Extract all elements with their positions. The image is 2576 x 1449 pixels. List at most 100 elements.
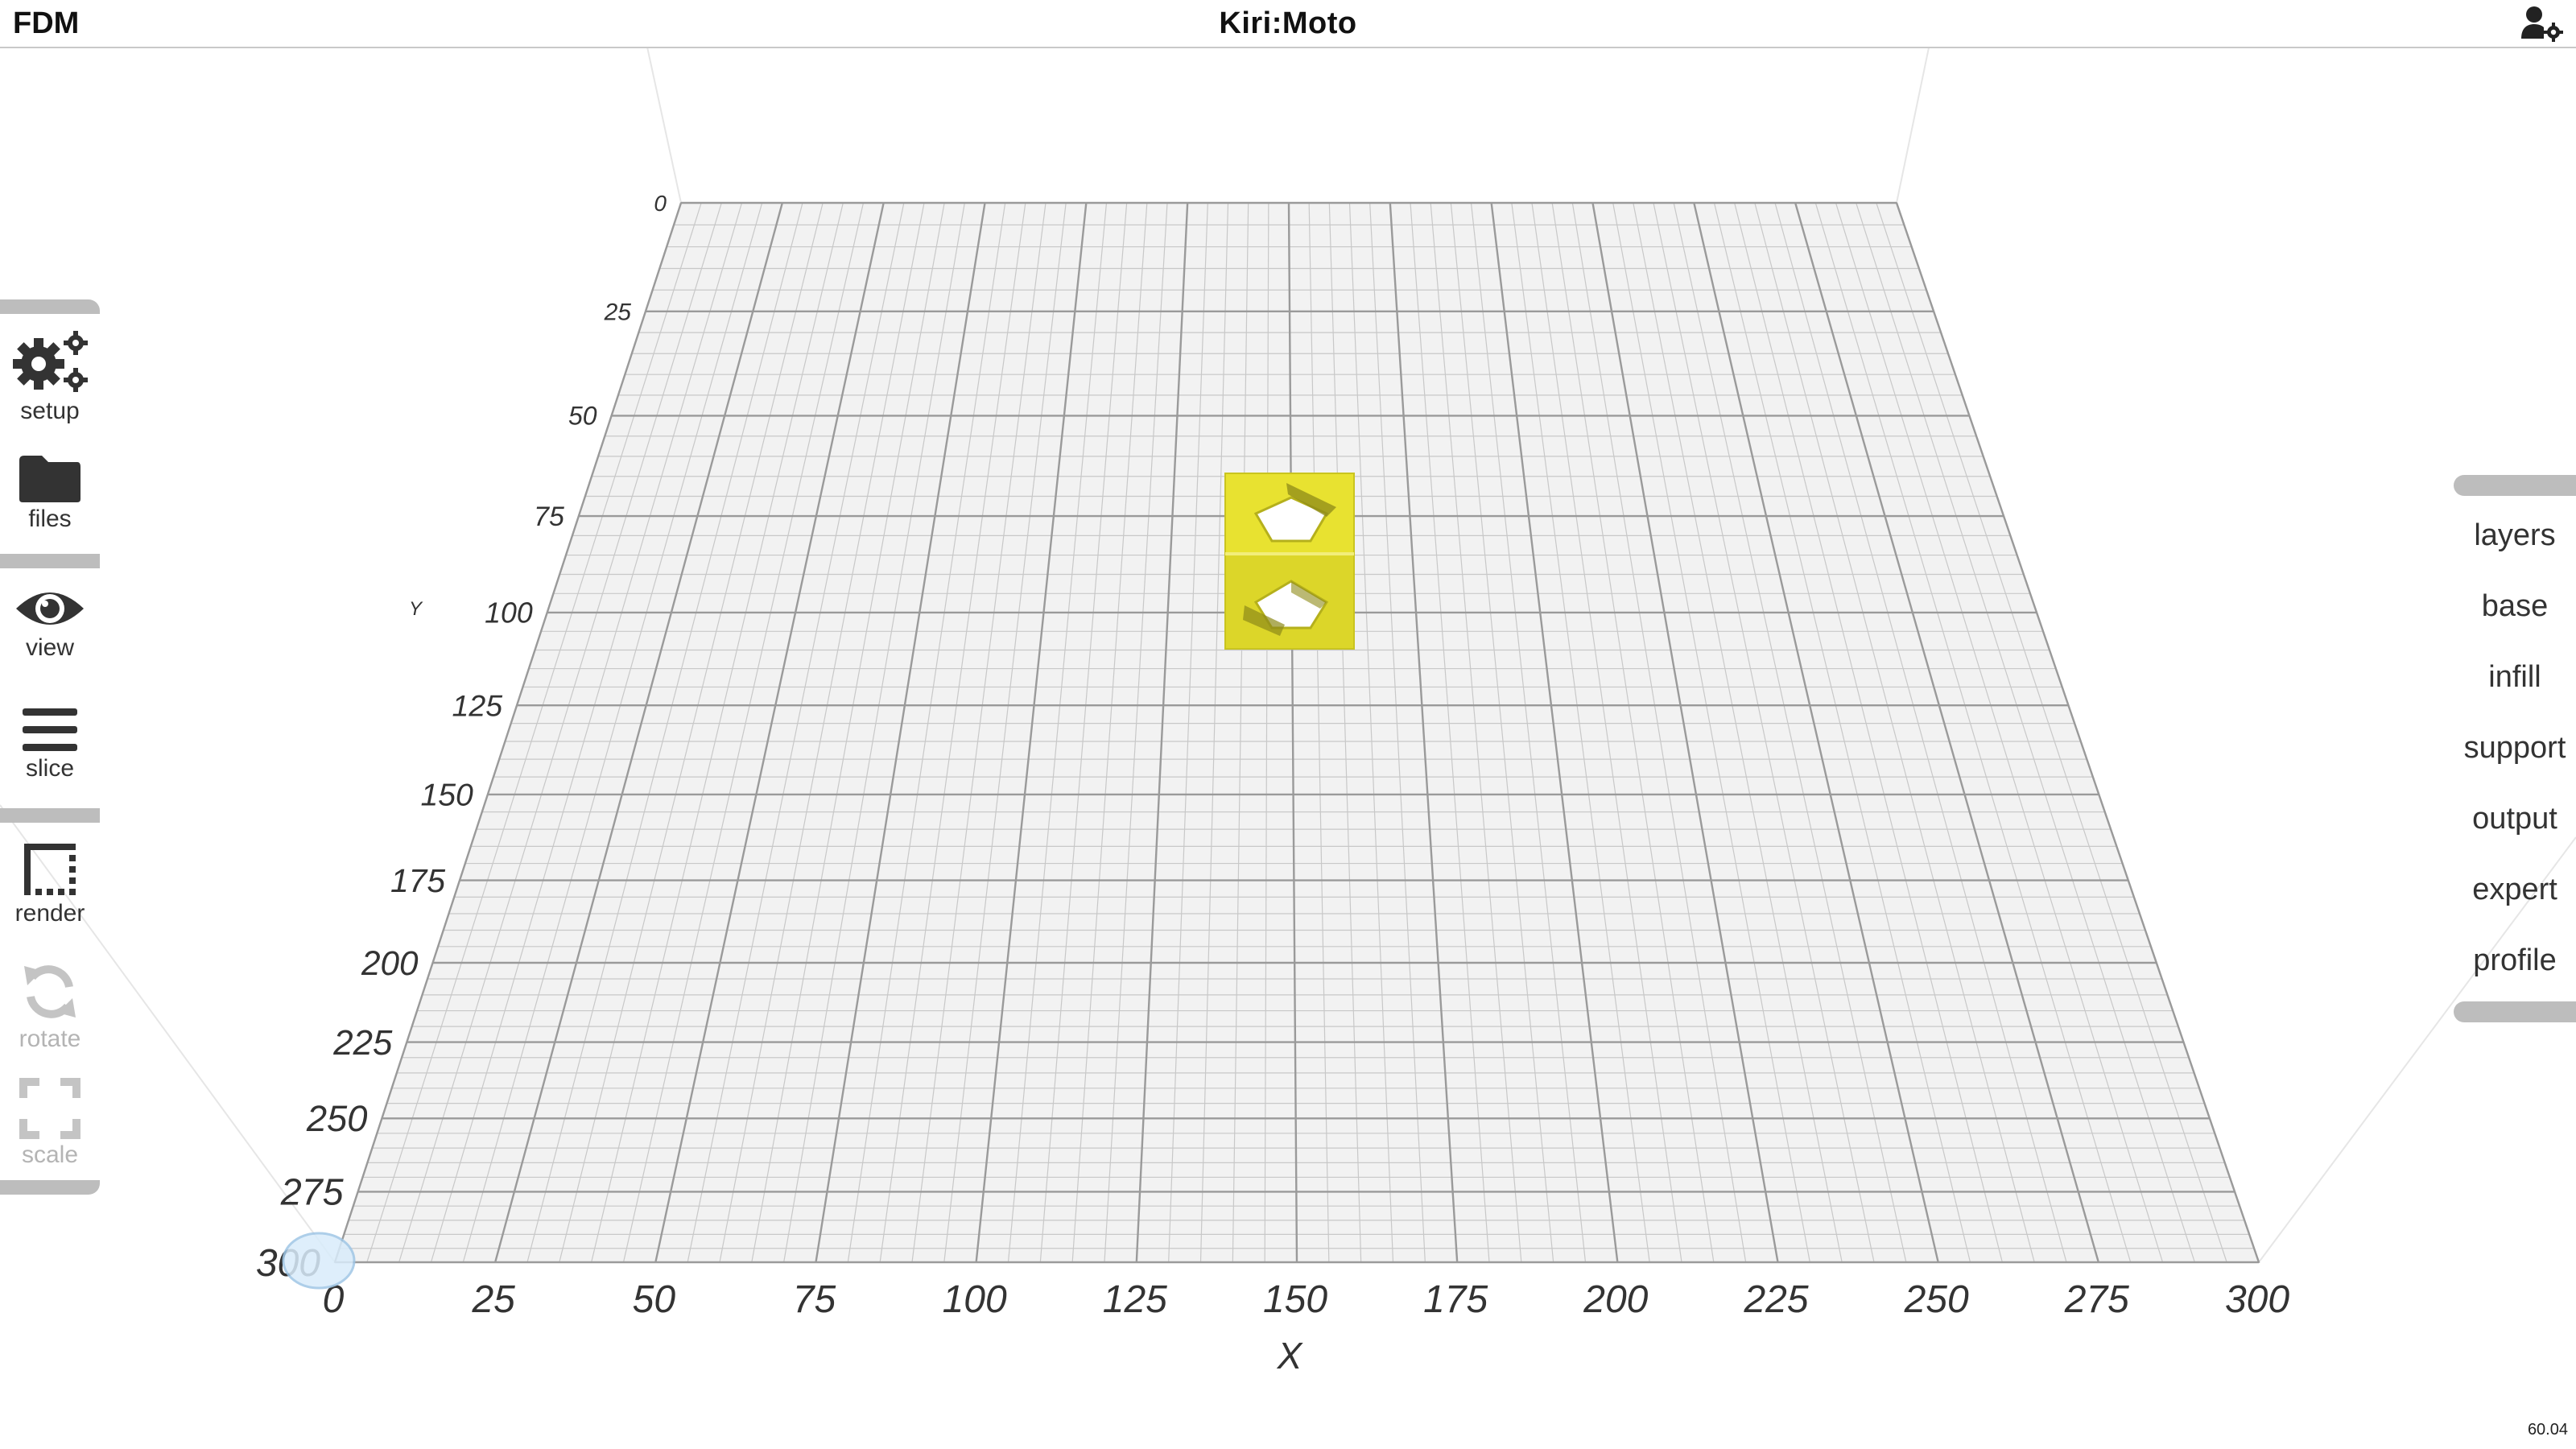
tool-label: slice — [25, 755, 74, 782]
x-tick-label: 150 — [1263, 1278, 1327, 1321]
x-tick-label: 25 — [471, 1278, 515, 1321]
y-tick-label: 275 — [280, 1171, 345, 1213]
y-tick-label: 0 — [654, 191, 667, 216]
x-axis-ticks: 0 25 50 75 100 125 150 175 200 225 250 275 300 — [323, 1278, 2290, 1321]
setup-button[interactable]: setup — [0, 328, 100, 425]
grid-major-x-line — [975, 202, 1088, 1263]
menu-item-layers[interactable]: layers — [2474, 518, 2556, 552]
grid-minor-x-line — [1007, 202, 1108, 1263]
grid-minor-x-line — [1633, 202, 1843, 1263]
grid-minor-x-line — [1348, 202, 1394, 1263]
grid-major-x-line — [1895, 202, 2260, 1263]
grid-major-x-line — [1490, 202, 1619, 1263]
y-tick-label: 150 — [420, 778, 473, 813]
grid-minor-x-line — [1531, 202, 1682, 1263]
grid-major-x-line — [1135, 202, 1189, 1263]
menu-item-base[interactable]: base — [2481, 589, 2549, 623]
account-button[interactable] — [2520, 5, 2565, 42]
grid-minor-x-line — [559, 202, 824, 1263]
gears-icon — [13, 331, 88, 392]
y-tick-label: 75 — [534, 502, 564, 532]
grid-minor-x-line — [1470, 202, 1587, 1263]
menu-item-support[interactable]: support — [2463, 731, 2566, 765]
menu-item-infill[interactable]: infill — [2488, 660, 2541, 694]
grid-major-x-line — [1693, 202, 1939, 1263]
menu-item-profile[interactable]: profile — [2473, 943, 2557, 977]
grid-minor-x-line — [1551, 202, 1715, 1263]
workspace-perspective-lines — [0, 31, 2576, 1263]
grid-minor-x-line — [1168, 202, 1208, 1263]
top-bar: FDM Kiri:Moto — [0, 0, 2576, 48]
grid-minor-x-line — [1856, 202, 2195, 1263]
view-button[interactable]: view — [0, 584, 100, 662]
grid-minor-x-line — [526, 202, 803, 1263]
right-settings-menu: layers base infill support output expert… — [2454, 475, 2576, 1022]
grid-minor-x-line — [943, 202, 1067, 1263]
x-tick-label: 75 — [793, 1278, 836, 1321]
toolbar-group-cap — [0, 299, 100, 314]
grid-minor-x-line — [751, 202, 945, 1263]
tool-label: render — [14, 900, 85, 927]
y-tick-label: 200 — [361, 944, 419, 982]
x-tick-label: 50 — [633, 1278, 676, 1321]
model-cube[interactable] — [1224, 473, 1355, 650]
render-button[interactable]: render — [0, 840, 100, 927]
y-tick-label: 125 — [452, 688, 502, 722]
grid-minor-x-line — [622, 202, 865, 1263]
grid-minor-x-line — [1264, 202, 1269, 1263]
x-tick-label: 300 — [2225, 1278, 2289, 1321]
grid-minor-x-line — [1734, 202, 2003, 1263]
dotted-square-icon — [24, 844, 76, 895]
grid-minor-x-line — [398, 202, 722, 1263]
scale-button[interactable]: scale — [0, 1077, 100, 1169]
toolbar-group-divider — [0, 808, 100, 823]
tool-label: setup — [20, 398, 80, 424]
model-cutout-upper — [1253, 496, 1329, 543]
x-tick-label: 225 — [1743, 1278, 1808, 1321]
rotate-button[interactable]: rotate — [0, 960, 100, 1053]
tool-label: rotate — [19, 1026, 81, 1052]
grid-minor-x-line — [1754, 202, 2035, 1263]
grid-minor-x-line — [1876, 202, 2227, 1263]
grid-minor-x-line — [719, 202, 925, 1263]
slice-button[interactable]: slice — [0, 705, 100, 782]
fps-readout: 60.04 — [2527, 1421, 2568, 1439]
grid-major-x-line — [1591, 202, 1779, 1263]
y-axis-label: Y — [409, 598, 423, 620]
app-title: Kiri:Moto — [1219, 6, 1357, 40]
eye-icon — [16, 592, 84, 625]
y-tick-label: 175 — [390, 862, 445, 899]
grid-major-x-line — [1287, 202, 1298, 1263]
grid-minor-x-line — [1511, 202, 1650, 1263]
y-tick-label: 225 — [332, 1023, 393, 1063]
user-gear-icon — [2521, 6, 2563, 42]
x-tick-label: 275 — [2064, 1278, 2129, 1321]
rotate-icon — [24, 965, 76, 1018]
grid-minor-x-line — [1199, 202, 1229, 1263]
x-tick-label: 100 — [943, 1278, 1007, 1321]
x-tick-label: 250 — [1904, 1278, 1969, 1321]
menu-cap — [2454, 1001, 2576, 1022]
tool-label: files — [28, 506, 72, 532]
files-button[interactable]: files — [0, 452, 100, 533]
tool-label: scale — [21, 1141, 79, 1168]
y-tick-label: 50 — [568, 402, 597, 431]
grid-major-x-line — [333, 202, 683, 1263]
grid-major-lines — [333, 201, 2260, 1264]
menu-item-expert[interactable]: expert — [2472, 873, 2557, 906]
x-axis-label: X — [1277, 1335, 1304, 1377]
toolbar-group-divider — [0, 554, 100, 568]
menu-item-output[interactable]: output — [2472, 802, 2557, 836]
folder-icon — [19, 456, 80, 502]
origin-marker — [282, 1232, 356, 1290]
mode-label[interactable]: FDM — [13, 6, 80, 40]
grid-minor-x-line — [1653, 202, 1875, 1263]
grid-minor-x-line — [911, 202, 1046, 1263]
grid-minor-x-line — [1039, 202, 1128, 1263]
y-tick-label: 100 — [485, 597, 533, 629]
grid-major-x-line — [494, 202, 783, 1263]
grid-minor-x-line — [591, 202, 844, 1263]
grid-minor-x-line — [1450, 202, 1554, 1263]
grid-minor-x-line — [847, 202, 1006, 1263]
